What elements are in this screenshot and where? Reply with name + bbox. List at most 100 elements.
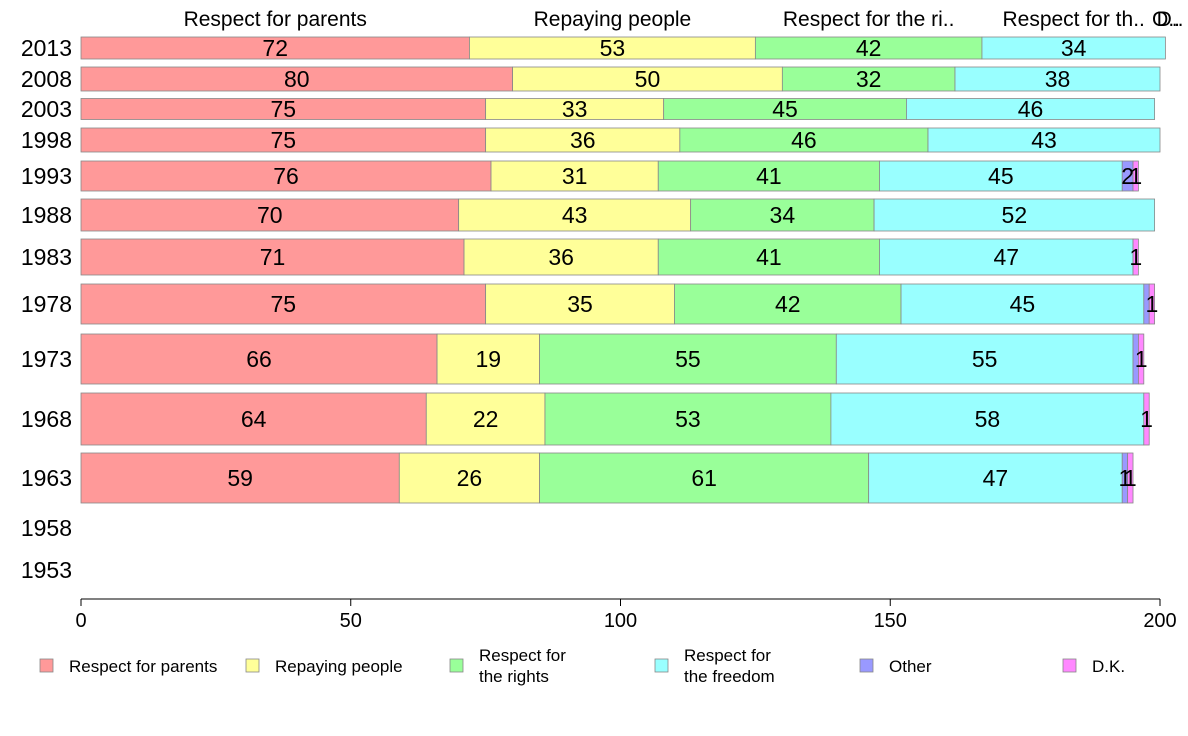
x-tick-label: 100	[604, 610, 637, 632]
data-label-1993-0: 76	[273, 163, 299, 189]
data-label-1963-4: 1	[1119, 465, 1132, 491]
data-label-1993-4: 2	[1121, 163, 1134, 189]
bar-segment-1973-3	[835, 333, 1134, 385]
data-label-1968-5: 1	[1140, 406, 1153, 432]
y-tick-label: 1963	[21, 465, 72, 491]
bar-segment-1983-0	[80, 238, 465, 276]
bar-segment-1963-1	[398, 452, 540, 504]
series-header-label-5: D..	[1157, 8, 1184, 31]
data-label-1978-3: 45	[1010, 291, 1036, 317]
bar-segment-1988-0	[80, 198, 460, 232]
bar-segment-1998-1	[485, 127, 681, 153]
legend-swatch-5	[1062, 658, 1077, 673]
legend-label-0: Respect for parents	[69, 657, 217, 676]
bar-segment-1993-0	[80, 160, 492, 192]
x-tick-label: 200	[1143, 610, 1176, 632]
bar-segment-1993-2	[657, 160, 880, 192]
y-tick-label: 1983	[21, 244, 72, 270]
data-label-1988-1: 43	[562, 202, 588, 228]
data-label-2013-1: 53	[600, 35, 626, 61]
legend-swatch-2	[449, 658, 464, 673]
legend-swatch-4	[859, 658, 874, 673]
y-tick-label: 2003	[21, 96, 72, 122]
data-label-1973-1: 19	[476, 346, 502, 372]
bar-segment-1978-2	[674, 283, 902, 325]
bar-segment-1983-2	[657, 238, 880, 276]
series-header-label-1: Repaying people	[534, 8, 692, 31]
legend-label-1: Repaying people	[275, 657, 403, 676]
bar-segment-2013-3	[981, 36, 1166, 60]
bar-segment-1973-5	[1138, 333, 1145, 385]
data-label-1973-5: 1	[1135, 346, 1148, 372]
data-label-2013-2: 42	[856, 35, 882, 61]
data-label-1993-2: 41	[756, 163, 782, 189]
data-label-1968-2: 53	[675, 406, 701, 432]
y-tick-label: 1953	[21, 557, 72, 583]
bar-segment-1968-1	[425, 392, 546, 446]
data-label-1998-2: 46	[791, 127, 817, 153]
data-label-1973-3: 55	[972, 346, 998, 372]
bar-segment-1988-1	[458, 198, 692, 232]
legend-swatch-1	[245, 658, 260, 673]
legend-label-2-line-0: Respect for	[479, 646, 566, 665]
data-label-2008-1: 50	[635, 66, 661, 92]
data-label-1983-2: 41	[756, 244, 782, 270]
legend-label-2-line-1: the rights	[479, 667, 549, 686]
legend: Respect for parents Repaying people Respec…	[39, 646, 1125, 686]
data-label-1993-3: 45	[988, 163, 1014, 189]
y-tick-label: 1973	[21, 346, 72, 372]
data-label-1983-0: 71	[260, 244, 286, 270]
x-tick-label: 50	[340, 610, 362, 632]
data-label-2003-0: 75	[271, 96, 297, 122]
data-label-1968-0: 64	[241, 406, 267, 432]
data-label-1973-2: 55	[675, 346, 701, 372]
y-tick-labels-group: 2013 2008 2003 1998 1993 1988 1983 1978 1973 1968…	[21, 35, 72, 583]
data-label-2003-1: 33	[562, 96, 588, 122]
y-tick-label: 1988	[21, 202, 72, 228]
data-label-1998-1: 36	[570, 127, 596, 153]
bar-segment-2008-2	[781, 66, 956, 92]
data-label-1988-2: 34	[770, 202, 796, 228]
data-label-1978-2: 42	[775, 291, 801, 317]
data-label-2008-0: 80	[284, 66, 310, 92]
data-label-1963-5: 1	[1124, 465, 1137, 491]
bar-segment-1963-3	[868, 452, 1123, 504]
data-label-1988-0: 70	[257, 202, 283, 228]
data-label-1963-2: 61	[691, 465, 717, 491]
bar-segment-1993-5	[1132, 160, 1139, 192]
bar-segment-1998-2	[679, 127, 929, 153]
x-tick-label: 150	[874, 610, 907, 632]
legend-swatch-3	[654, 658, 669, 673]
bar-segment-2008-0	[80, 66, 514, 92]
data-label-1993-1: 31	[562, 163, 588, 189]
data-label-2013-0: 72	[262, 35, 288, 61]
data-label-2008-3: 38	[1045, 66, 1071, 92]
data-label-1978-1: 35	[567, 291, 593, 317]
bar-segment-1993-3	[879, 160, 1123, 192]
bar-segment-1978-3	[900, 283, 1145, 325]
y-tick-label: 2008	[21, 66, 72, 92]
series-header-label-4: O..	[1152, 8, 1180, 31]
data-label-1998-3: 43	[1031, 127, 1057, 153]
data-label-1978-0: 75	[271, 291, 297, 317]
bar-segment-2003-3	[906, 98, 1156, 120]
data-label-1983-3: 47	[993, 244, 1019, 270]
legend-swatch-0	[39, 658, 54, 673]
data-label-2003-2: 45	[772, 96, 798, 122]
bar-segment-1963-5	[1127, 452, 1134, 504]
bar-segment-2008-3	[954, 66, 1161, 92]
bar-segment-2008-1	[512, 66, 783, 92]
bar-segment-1978-5	[1148, 283, 1156, 325]
data-label-1973-0: 66	[246, 346, 272, 372]
bars-group	[80, 36, 1166, 504]
bar-segment-1968-0	[80, 392, 427, 446]
bar-segment-1973-0	[80, 333, 438, 385]
data-label-1963-1: 26	[457, 465, 483, 491]
series-header-labels-group: Respect for parents Repaying people Respec…	[184, 8, 1184, 31]
bar-segment-1998-3	[927, 127, 1161, 153]
data-label-1993-5: 1	[1129, 163, 1142, 189]
bar-segment-1963-2	[539, 452, 870, 504]
bar-segment-1968-3	[830, 392, 1145, 446]
data-label-2003-3: 46	[1018, 96, 1044, 122]
